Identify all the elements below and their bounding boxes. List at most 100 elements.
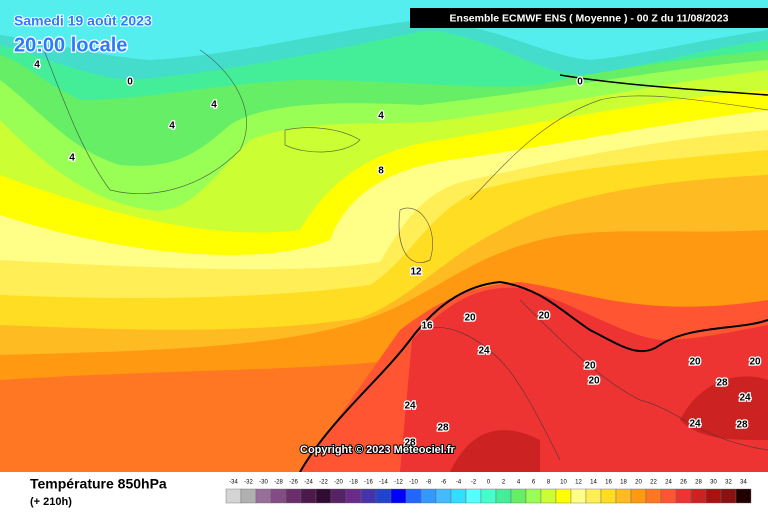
legend-value: 8	[547, 480, 551, 486]
legend-value: 24	[665, 480, 672, 486]
legend-swatch	[315, 488, 332, 504]
contour-label: 20	[689, 357, 701, 368]
contour-lines	[299, 74, 768, 473]
legend-swatch	[465, 488, 482, 504]
contour-label: 20	[464, 313, 476, 324]
legend-value: 10	[560, 480, 567, 486]
legend-swatch	[540, 488, 557, 504]
legend-swatch	[375, 488, 392, 504]
copyright: Copyright © 2023 Meteociel.fr	[300, 444, 456, 456]
legend-value: 2	[502, 480, 506, 486]
legend-value: 18	[620, 480, 627, 486]
date-label: Samedi 19 août 2023	[14, 13, 152, 29]
coastlines	[39, 39, 768, 461]
legend-value: 4	[517, 480, 521, 486]
legend-value: -16	[364, 480, 373, 486]
contour-label: 8	[378, 166, 384, 177]
legend-swatch	[330, 488, 347, 504]
legend-swatch	[405, 488, 422, 504]
legend-value: -34	[229, 480, 238, 486]
legend-swatch	[495, 488, 512, 504]
legend-value: -2	[471, 480, 477, 486]
contour-label: 4	[378, 111, 384, 122]
contour-label: 24	[739, 393, 751, 404]
contour-label: 28	[736, 420, 748, 431]
contour-label: 24	[689, 419, 701, 430]
contour-label: 20	[749, 357, 761, 368]
contour-label: 28	[404, 438, 416, 449]
legend-swatch	[690, 488, 707, 504]
contour-label: 24	[478, 346, 490, 357]
contour-label: 20	[584, 361, 596, 372]
legend-value: -18	[349, 480, 358, 486]
legend-value: 34	[740, 480, 747, 486]
legend-value: -28	[274, 480, 283, 486]
legend-value: 32	[725, 480, 732, 486]
contour-label: 4	[211, 100, 217, 111]
legend-swatch	[705, 488, 722, 504]
contour-label: 28	[437, 423, 449, 434]
legend-value: 12	[575, 480, 582, 486]
color-legend: -34 -32 -30 -28 -26 -24 -22 -20 -18 -16 -14 -12 -10-…	[225, 480, 752, 504]
legend-value: -26	[289, 480, 298, 486]
legend-swatch	[420, 488, 437, 504]
legend-value: 22	[650, 480, 657, 486]
legend-value: -6	[441, 480, 447, 486]
legend-value: -10	[409, 480, 418, 486]
legend-value: 16	[605, 480, 612, 486]
legend-swatch	[735, 488, 752, 504]
contour-label: 28	[716, 378, 728, 389]
legend-value: -24	[304, 480, 313, 486]
legend-value: -14	[379, 480, 388, 486]
legend-value: -8	[426, 480, 432, 486]
legend-swatch	[345, 488, 362, 504]
legend-value: -12	[394, 480, 403, 486]
legend-swatch	[240, 488, 257, 504]
legend-swatch	[360, 488, 377, 504]
legend-value: 28	[695, 480, 702, 486]
contour-label: 0	[577, 77, 583, 88]
legend-swatch	[510, 488, 527, 504]
time-label: 20:00 locale	[14, 34, 127, 56]
contour-label: 4	[34, 60, 40, 71]
legend-swatch	[585, 488, 602, 504]
legend-value: 26	[680, 480, 687, 486]
legend-value: 30	[710, 480, 717, 486]
contour-label: 16	[421, 321, 433, 332]
legend-swatch	[555, 488, 572, 504]
legend-swatch	[450, 488, 467, 504]
contour-label: 12	[410, 267, 422, 278]
model-banner	[410, 8, 768, 28]
legend-swatch	[390, 488, 407, 504]
contour-label: 0	[127, 77, 133, 88]
legend-value: -4	[456, 480, 462, 486]
legend-swatch	[570, 488, 587, 504]
legend-swatch	[435, 488, 452, 504]
contour-label: 24	[404, 401, 416, 412]
temperature-field	[0, 0, 768, 472]
legend-swatch	[600, 488, 617, 504]
legend-swatch	[525, 488, 542, 504]
legend-value: -32	[244, 480, 253, 486]
legend-value: 20	[635, 480, 642, 486]
legend-swatch	[645, 488, 662, 504]
legend-swatch	[615, 488, 632, 504]
lead-time: (+ 210h)	[30, 496, 72, 508]
legend-swatch	[660, 488, 677, 504]
legend-swatch	[480, 488, 497, 504]
legend-value: -22	[319, 480, 328, 486]
legend-swatch	[720, 488, 737, 504]
legend-value: -30	[259, 480, 268, 486]
legend-swatch	[225, 488, 242, 504]
contour-label: 4	[169, 121, 175, 132]
contour-label: 20	[588, 376, 600, 387]
legend-swatch	[255, 488, 272, 504]
legend-value: -20	[334, 480, 343, 486]
legend-swatch	[270, 488, 287, 504]
contour-labels: 4 0 4 4 4 4 0 8 12 16 20 20 24 20 20 20 20 28 24 28 28 24 24 28	[33, 58, 762, 450]
legend-value: 0	[487, 480, 491, 486]
field-title: Température 850hPa	[30, 476, 167, 492]
legend-value: 6	[532, 480, 536, 486]
legend-swatch	[285, 488, 302, 504]
